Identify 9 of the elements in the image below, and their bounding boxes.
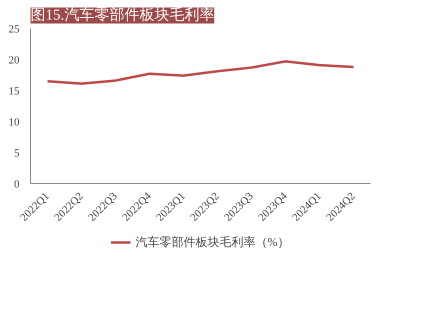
line-series xyxy=(46,60,355,85)
y-tick-label: 0 xyxy=(14,178,20,190)
y-tick-label: 10 xyxy=(8,116,20,128)
y-tick-label: 25 xyxy=(8,24,20,36)
chart-title: 图15.汽车零部件板块毛利率 xyxy=(30,6,214,24)
y-tick-label: 20 xyxy=(8,54,20,66)
y-tick-label: 5 xyxy=(14,148,20,160)
y-tick-label: 15 xyxy=(8,86,20,98)
legend-label: 汽车零部件板块毛利率（%） xyxy=(136,234,290,250)
